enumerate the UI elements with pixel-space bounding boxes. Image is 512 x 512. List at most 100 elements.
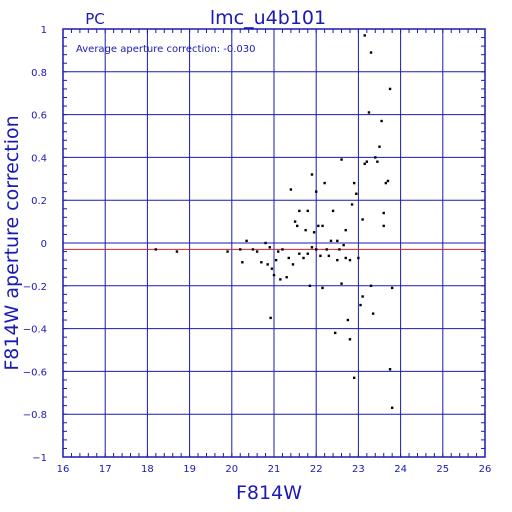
- y-tick-label: 0.2: [31, 196, 47, 207]
- average-correction-annotation: Average aperture correction: -0.030: [76, 44, 256, 55]
- data-point: [384, 181, 388, 185]
- data-point: [371, 312, 375, 315]
- data-point: [306, 252, 309, 255]
- data-point: [348, 258, 352, 262]
- data-point: [329, 239, 333, 243]
- x-tick-label: 24: [394, 464, 407, 475]
- data-point: [266, 263, 269, 266]
- data-point: [289, 188, 293, 191]
- data-point: [340, 282, 343, 285]
- y-tick-label: −1: [32, 453, 47, 464]
- data-point: [365, 160, 369, 163]
- data-point: [344, 228, 347, 232]
- x-tick-label: 17: [99, 464, 112, 475]
- data-point: [260, 261, 263, 264]
- data-point: [374, 156, 377, 159]
- data-point: [296, 224, 299, 228]
- data-point: [363, 34, 366, 37]
- data-point: [336, 239, 339, 243]
- data-point: [251, 248, 255, 251]
- data-point: [154, 248, 158, 251]
- y-tick-label: 1: [41, 25, 47, 36]
- corner-label: PC: [85, 10, 105, 28]
- x-tick-label: 21: [268, 464, 281, 475]
- x-tick-label: 16: [57, 464, 70, 475]
- data-point: [386, 179, 390, 183]
- data-point: [308, 284, 312, 287]
- data-point: [245, 239, 248, 243]
- data-point: [291, 263, 295, 266]
- data-point: [346, 318, 350, 322]
- data-point: [281, 248, 284, 251]
- y-tick-label: 0.4: [31, 153, 47, 164]
- data-point: [270, 267, 274, 270]
- data-point: [321, 286, 324, 290]
- data-point: [369, 51, 373, 54]
- data-point: [331, 209, 335, 213]
- data-point: [315, 248, 318, 251]
- x-tick-label: 19: [183, 464, 196, 475]
- data-point: [348, 338, 352, 341]
- axes-frame: [62, 28, 486, 458]
- reference-lines: [63, 242, 485, 250]
- data-point: [350, 203, 354, 206]
- y-tick-label: −0.6: [23, 367, 47, 378]
- data-point: [367, 111, 371, 114]
- data-point: [352, 181, 356, 185]
- y-tick-label: −0.4: [23, 325, 47, 336]
- data-point: [239, 248, 242, 251]
- data-point: [380, 119, 383, 123]
- data-point: [310, 246, 314, 249]
- y-tick-label: 0: [41, 239, 47, 250]
- data-point: [376, 160, 379, 163]
- tick-labels: 16 17 18 19 20 21 22 23 24 25 26 −1 −0.8 −0.6 −0.4 −0.2…: [23, 25, 492, 475]
- x-tick-label: 25: [436, 464, 449, 475]
- data-point: [304, 228, 307, 232]
- data-point: [327, 254, 331, 258]
- chart-title: lmc_u4b101: [210, 7, 326, 29]
- data-point: [361, 295, 364, 298]
- data-point: [352, 376, 356, 380]
- data-point: [355, 192, 358, 195]
- data-point: [340, 158, 343, 161]
- x-tick-label: 26: [479, 464, 492, 475]
- data-point: [342, 243, 345, 247]
- data-point: [315, 190, 318, 193]
- x-tick-label: 18: [141, 464, 154, 475]
- data-point: [285, 276, 288, 279]
- data-point: [382, 224, 385, 228]
- data-point: [390, 286, 394, 290]
- y-tick-label: −0.8: [23, 410, 47, 421]
- y-tick-label: 0.8: [31, 68, 47, 79]
- data-point: [287, 256, 290, 260]
- data-point: [272, 273, 276, 277]
- y-axis-label: F814W aperture correction: [1, 115, 23, 370]
- data-point: [323, 181, 326, 185]
- data-point: [306, 209, 309, 213]
- data-point: [378, 145, 381, 148]
- data-point: [359, 303, 362, 307]
- data-point: [226, 250, 229, 253]
- data-point: [255, 250, 259, 253]
- data-point: [269, 316, 272, 320]
- data-point: [293, 220, 297, 223]
- data-point: [175, 250, 179, 253]
- data-point: [310, 173, 314, 176]
- data-points: [154, 34, 394, 409]
- data-point: [321, 224, 324, 228]
- data-point: [312, 231, 316, 234]
- data-point: [274, 258, 278, 262]
- data-point: [361, 218, 364, 221]
- x-tick-label: 20: [225, 464, 238, 475]
- data-point: [302, 256, 305, 260]
- data-point: [279, 278, 282, 281]
- data-point: [264, 241, 267, 245]
- data-point: [333, 331, 337, 335]
- data-point: [388, 87, 392, 91]
- data-point: [268, 246, 271, 249]
- data-point: [357, 256, 360, 260]
- data-point: [369, 284, 373, 287]
- x-axis-label: F814W: [236, 482, 302, 504]
